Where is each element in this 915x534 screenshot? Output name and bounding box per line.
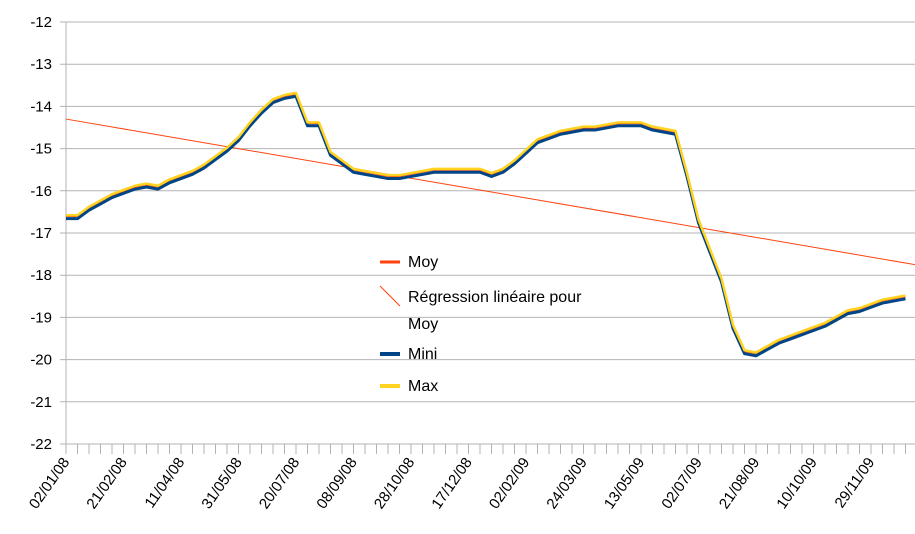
y-tick-label: -18: [30, 267, 52, 284]
y-tick-label: -17: [30, 225, 52, 242]
y-tick-label: -21: [30, 394, 52, 411]
series-line: [66, 94, 906, 358]
x-tick-label: 29/11/09: [831, 455, 878, 512]
series-line: [66, 91, 906, 354]
x-tick-label: 10/10/09: [773, 455, 820, 513]
y-tick-label: -14: [30, 98, 52, 115]
y-tick-label: -12: [30, 14, 52, 31]
x-tick-label: 02/02/09: [486, 455, 533, 513]
x-tick-label: 20/07/08: [256, 455, 303, 513]
x-tick-label: 21/02/08: [83, 455, 130, 513]
legend-label: Max: [408, 378, 439, 395]
x-tick-label: 11/04/08: [141, 455, 188, 512]
x-tick-label: 02/07/09: [658, 455, 705, 513]
legend-label: Régression linéaire pour Moy: [408, 289, 582, 333]
x-tick-label: 13/05/09: [601, 455, 648, 513]
y-tick-label: -16: [30, 183, 52, 200]
trendline: [65, 118, 915, 266]
x-tick-label: 24/03/09: [543, 455, 590, 513]
x-tick-label: 17/12/08: [428, 455, 475, 513]
legend-label: Mini: [408, 346, 438, 363]
y-tick-label: -15: [30, 141, 52, 158]
x-tick-label: 08/09/08: [313, 455, 360, 513]
legend-swatch: [379, 285, 401, 307]
legend-label: Moy: [408, 254, 439, 271]
x-tick-label: 28/10/08: [371, 455, 418, 513]
y-tick-label: -19: [30, 309, 52, 326]
x-tick-label: 02/01/08: [26, 455, 73, 513]
y-tick-label: -20: [30, 352, 52, 369]
x-tick-label: 31/05/08: [198, 455, 245, 513]
x-tick-label: 21/08/09: [716, 455, 763, 513]
y-tick-label: -13: [30, 56, 52, 73]
y-tick-label: -22: [30, 436, 52, 453]
